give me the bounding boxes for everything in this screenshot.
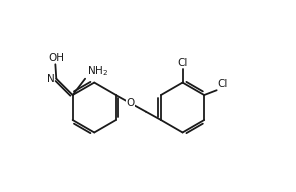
Text: Cl: Cl [177,58,188,68]
Text: Cl: Cl [218,79,228,89]
Text: O: O [127,98,135,108]
Text: NH$_2$: NH$_2$ [87,64,108,78]
Text: N: N [47,74,55,84]
Text: OH: OH [48,53,64,63]
